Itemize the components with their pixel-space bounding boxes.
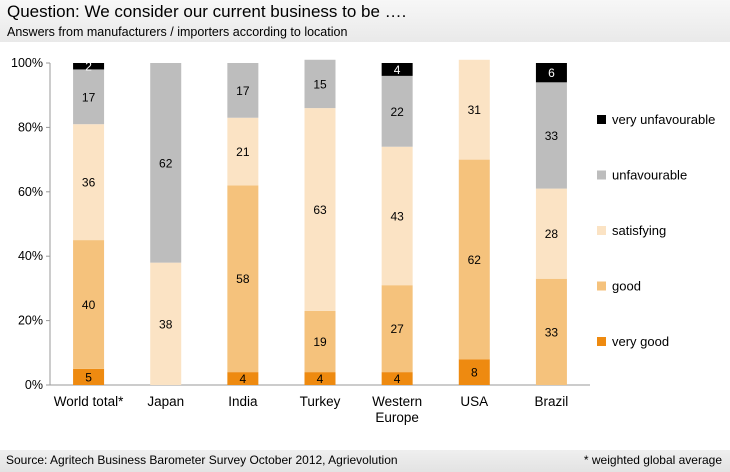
data-label: 62: [468, 253, 482, 267]
bar-segment: [535, 82, 567, 189]
bar-segment: [535, 188, 567, 279]
bar-segment: [73, 124, 105, 241]
x-tick-label: Japan: [147, 394, 184, 409]
y-tick-label: 100%: [11, 56, 43, 70]
bar-segment: [535, 63, 567, 83]
y-tick-label: 40%: [18, 249, 43, 263]
y-tick-label: 60%: [18, 185, 43, 199]
data-label: 19: [313, 335, 327, 349]
data-label: 33: [545, 325, 559, 339]
bar-segment: [73, 368, 105, 385]
y-tick-label: 80%: [18, 120, 43, 134]
data-label: 31: [468, 103, 482, 117]
x-tick-label: Turkey: [300, 394, 341, 409]
x-tick-label: India: [228, 394, 258, 409]
legend-label: satisfying: [612, 223, 666, 238]
data-label: 58: [236, 272, 250, 286]
data-label: 17: [236, 84, 250, 98]
bar-segment: [227, 372, 259, 385]
data-label: 22: [390, 105, 404, 119]
legend-swatch: [597, 226, 606, 235]
data-label: 27: [390, 322, 404, 336]
legend-swatch: [597, 115, 606, 124]
data-label: 40: [82, 298, 96, 312]
bar-segment: [227, 117, 259, 186]
bar-segment: [73, 69, 105, 125]
data-label: 2: [85, 60, 92, 74]
legend-label: good: [612, 279, 641, 294]
bar-segment: [150, 63, 182, 263]
bar-segment: [227, 185, 259, 373]
bar-segment: [304, 108, 336, 311]
legend-label: very unfavourable: [612, 112, 715, 127]
bar-segment: [304, 59, 336, 109]
data-label: 4: [240, 372, 247, 386]
data-label: 17: [82, 90, 96, 104]
y-tick-label: 0%: [25, 378, 43, 392]
data-label: 4: [317, 372, 324, 386]
data-label: 28: [545, 227, 559, 241]
y-tick-label: 20%: [18, 314, 43, 328]
chart-footer: Source: Agritech Business Barometer Surv…: [0, 450, 730, 472]
data-label: 21: [236, 145, 250, 159]
data-label: 36: [82, 176, 96, 190]
chart-title: Question: We consider our current busine…: [7, 2, 407, 21]
bar-segment: [458, 359, 490, 385]
weighted-average-footnote: * weighted global average: [583, 453, 722, 467]
bar-segment: [227, 63, 259, 118]
data-label: 15: [313, 77, 327, 91]
data-label: 33: [545, 129, 559, 143]
bar-segment: [381, 285, 413, 373]
bar-segment: [458, 59, 490, 160]
x-tick-label: World total*: [54, 394, 124, 409]
stacked-bar-chart: 0% 20% 40% 60% 80% 100% 5 40 36 17 2 World total* 38…: [11, 56, 715, 425]
data-label: 38: [159, 317, 173, 331]
x-tick-label: Western: [372, 394, 422, 409]
legend-swatch: [597, 170, 606, 180]
data-label: 63: [313, 203, 327, 217]
bar-segment: [73, 240, 105, 369]
data-label: 6: [548, 66, 555, 80]
legend-label: very good: [612, 334, 669, 349]
bar-segment: [458, 159, 490, 360]
bar-segment: [381, 63, 413, 76]
x-tick-label: USA: [460, 394, 488, 409]
bar-segment: [381, 75, 413, 147]
data-label: 4: [394, 372, 401, 386]
data-label: 62: [159, 156, 173, 170]
bar-segment: [150, 262, 182, 385]
bar-segment: [304, 372, 336, 385]
bar-segment: [381, 372, 413, 385]
legend-swatch: [597, 281, 606, 291]
x-tick-label: Europe: [375, 410, 419, 425]
source-note: Source: Agritech Business Barometer Surv…: [6, 453, 398, 467]
x-tick-label: Brazil: [535, 394, 569, 409]
legend-swatch: [597, 337, 606, 346]
chart-header: Question: We consider our current busine…: [0, 0, 730, 42]
data-label: 5: [85, 370, 92, 384]
legend-label: unfavourable: [612, 168, 687, 183]
bar-segment: [381, 146, 413, 286]
data-label: 43: [390, 209, 404, 223]
data-label: 4: [394, 63, 401, 77]
data-label: 8: [471, 366, 478, 380]
bar-segment: [535, 278, 567, 385]
bar-segment: [73, 63, 105, 70]
bar-segment: [304, 310, 336, 373]
chart-subtitle: Answers from manufacturers / importers a…: [7, 25, 348, 39]
